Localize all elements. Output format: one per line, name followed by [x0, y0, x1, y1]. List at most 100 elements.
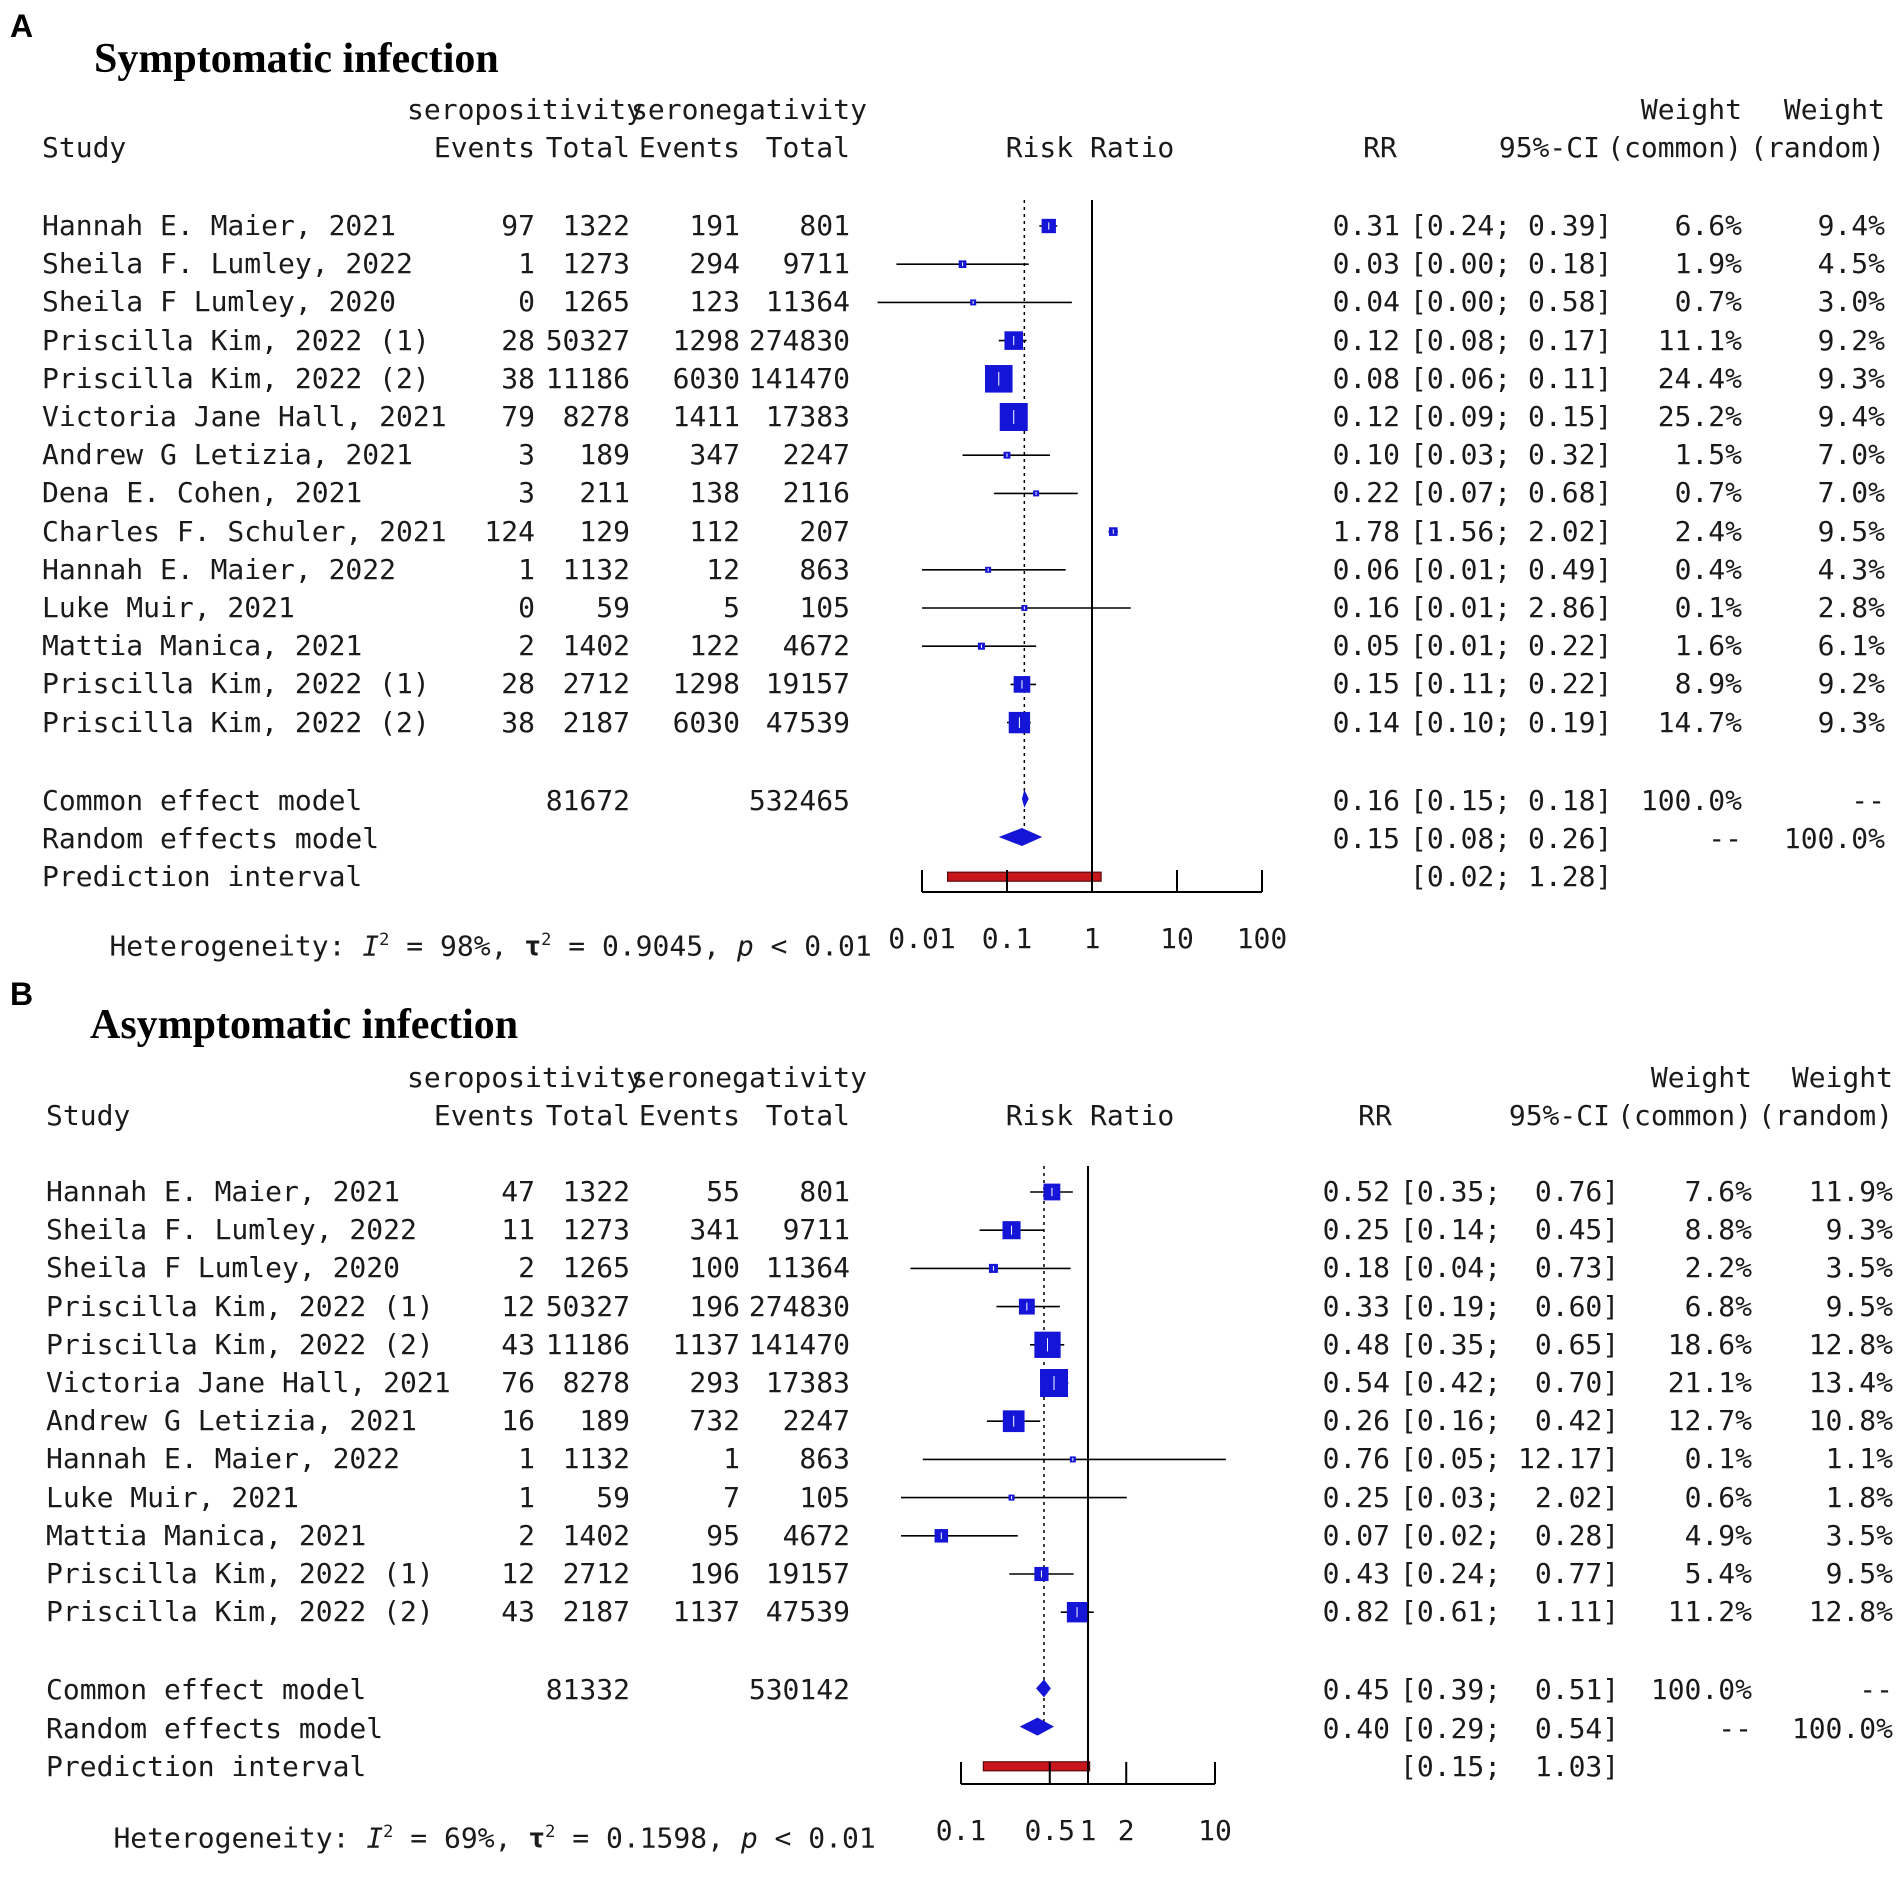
prediction-interval-label: Prediction interval — [42, 860, 363, 894]
study-name: Charles F. Schuler, 2021 — [42, 514, 447, 548]
tau2-exponent: 2 — [541, 930, 552, 950]
study-name: Dena E. Cohen, 2021 — [42, 476, 363, 510]
total-1: 59 — [596, 1480, 630, 1514]
weight-random: 1.1% — [1825, 1442, 1893, 1476]
random-rr: 0.40 — [1322, 1711, 1390, 1745]
header-total-2: Total — [765, 1099, 850, 1132]
rr-value: 0.26 — [1322, 1404, 1390, 1438]
weight-random: 9.2% — [1817, 323, 1885, 357]
study-name: Mattia Manica, 2021 — [42, 629, 363, 663]
events-2: 196 — [689, 1557, 740, 1590]
total-1: 2712 — [562, 1557, 630, 1590]
events-1: 79 — [501, 400, 535, 433]
weight-random: 9.5% — [1825, 1557, 1893, 1590]
rr-value: 0.10 — [1332, 438, 1400, 472]
common-ci: [0.15; 0.18] — [1410, 783, 1613, 817]
rr-value: 0.08 — [1332, 361, 1400, 395]
ci-value: [0.09; 0.15] — [1410, 400, 1613, 433]
weight-random: 6.1% — [1817, 629, 1885, 663]
header-events-1: Events — [433, 131, 535, 164]
events-2: 1 — [723, 1442, 740, 1476]
panel-a: A Symptomatic infection seropositivity s… — [0, 0, 1902, 960]
total-2: 11364 — [765, 1251, 850, 1285]
x-tick-label: 10 — [1160, 922, 1194, 955]
total-2: 17383 — [765, 400, 850, 433]
header-total-1: Total — [545, 131, 630, 164]
study-name: Hannah E. Maier, 2021 — [42, 209, 397, 242]
total-1: 11186 — [545, 1327, 630, 1361]
events-2: 1411 — [672, 400, 740, 433]
rr-value: 0.25 — [1322, 1213, 1390, 1247]
x-tick-label: 0.1 — [982, 922, 1033, 955]
events-1: 1 — [518, 1442, 535, 1476]
ci-value: [0.01; 2.86] — [1410, 591, 1613, 624]
events-1: 124 — [484, 514, 535, 548]
events-1: 43 — [501, 1327, 535, 1361]
ci-value: [0.42; 0.70] — [1400, 1366, 1620, 1399]
common-total-2: 530142 — [748, 1673, 850, 1707]
events-2: 6030 — [672, 705, 740, 739]
random-weight-random: 100.0% — [1783, 822, 1885, 855]
prediction-interval-label: Prediction interval — [46, 1749, 367, 1783]
total-1: 59 — [596, 591, 630, 624]
panel-label: B — [10, 976, 34, 1012]
p-symbol: p — [740, 1821, 758, 1855]
header-events-2: Events — [638, 1099, 740, 1132]
study-name: Sheila F. Lumley, 2022 — [46, 1213, 417, 1247]
common-weight-common: 100.0% — [1640, 783, 1742, 817]
group-header-seropositivity: seropositivity — [407, 1061, 644, 1094]
ci-value: [0.11; 0.22] — [1410, 667, 1613, 701]
rr-value: 0.12 — [1332, 400, 1400, 433]
events-2: 341 — [689, 1213, 740, 1247]
weight-common: 0.1% — [1674, 591, 1742, 624]
x-tick-label: 1 — [1080, 1814, 1097, 1847]
ci-value: [0.02; 0.28] — [1400, 1518, 1620, 1552]
prediction-ci: [0.15; 1.03] — [1400, 1749, 1620, 1783]
header-ci: 95%-CI — [1498, 131, 1600, 164]
rr-value: 0.16 — [1332, 591, 1400, 624]
events-1: 12 — [501, 1557, 535, 1590]
events-1: 28 — [501, 667, 535, 701]
study-name: Mattia Manica, 2021 — [46, 1518, 367, 1552]
weight-common: 14.7% — [1657, 705, 1742, 739]
total-1: 1273 — [562, 247, 630, 281]
study-name: Priscilla Kim, 2022 (2) — [42, 705, 430, 739]
weight-common: 0.7% — [1674, 476, 1742, 510]
total-1: 1132 — [562, 1442, 630, 1476]
x-tick-label: 10 — [1198, 1814, 1232, 1847]
total-1: 1322 — [562, 1175, 630, 1208]
events-1: 76 — [501, 1366, 535, 1399]
events-1: 0 — [518, 591, 535, 624]
study-name: Sheila F. Lumley, 2022 — [42, 247, 413, 281]
common-effect-label: Common effect model — [46, 1673, 367, 1707]
weight-common: 0.7% — [1674, 285, 1742, 319]
ci-value: [0.16; 0.42] — [1400, 1404, 1620, 1438]
total-2: 863 — [799, 552, 850, 586]
study-name: Priscilla Kim, 2022 (2) — [46, 1327, 434, 1361]
weight-random: 2.8% — [1817, 591, 1885, 624]
heterogeneity: Heterogeneity: I2 = 69%, τ2 = 0.1598, p … — [46, 1796, 875, 1880]
total-1: 2712 — [562, 667, 630, 701]
i2-exponent: 2 — [383, 1822, 394, 1842]
header-ci: 95%-CI — [1508, 1099, 1610, 1132]
total-1: 129 — [579, 514, 630, 548]
header-rr: RR — [1363, 131, 1397, 164]
header-weight-common: Weight — [1650, 1061, 1752, 1094]
rr-value: 0.43 — [1322, 1557, 1390, 1590]
total-1: 189 — [579, 1404, 630, 1438]
header-random: (random) — [1750, 131, 1885, 164]
study-name: Hannah E. Maier, 2022 — [42, 552, 397, 586]
events-2: 12 — [706, 552, 740, 586]
rr-value: 0.05 — [1332, 629, 1400, 663]
header-events-1: Events — [433, 1099, 535, 1132]
p-symbol: p — [736, 929, 754, 963]
weight-random: 12.8% — [1808, 1327, 1893, 1361]
events-1: 2 — [518, 1518, 535, 1552]
events-2: 95 — [706, 1518, 740, 1552]
events-1: 43 — [501, 1595, 535, 1629]
common-rr: 0.16 — [1332, 783, 1400, 817]
study-name: Priscilla Kim, 2022 (1) — [46, 1557, 434, 1590]
i2-exponent: 2 — [379, 930, 390, 950]
common-rr: 0.45 — [1322, 1673, 1390, 1707]
total-2: 47539 — [765, 1595, 850, 1629]
